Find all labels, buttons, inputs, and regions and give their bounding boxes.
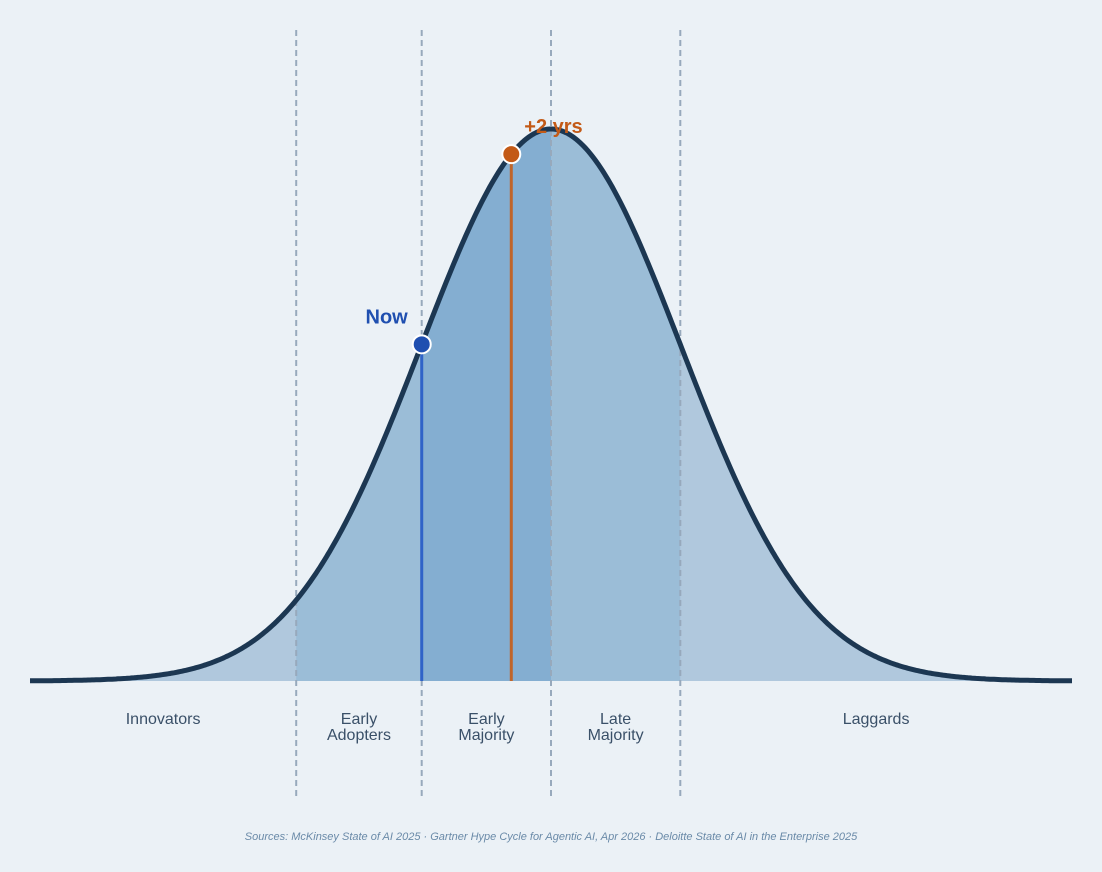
segment-label-early-majority: Early Majority	[458, 711, 514, 744]
marker-lines	[420, 154, 513, 681]
segment-label-early-adopters: Early Adopters	[327, 711, 391, 744]
bell-curve	[29, 126, 1073, 684]
segment-label-innovators: Innovators	[126, 711, 201, 728]
segment-label-late-majority: Late Majority	[588, 711, 644, 744]
segment-labels: Innovators Early Adopters Early Majority Late…	[126, 711, 910, 744]
markers: Now +2 yrs	[366, 116, 583, 355]
segment-label-laggards: Laggards	[843, 711, 910, 728]
marker-label-now: Now	[366, 306, 409, 328]
sources-footnote: Sources: McKinsey State of AI 2025 · Gar…	[245, 831, 858, 843]
marker-dot-plus2	[501, 144, 522, 165]
marker-dot-now	[411, 334, 432, 355]
fill-core	[421, 129, 551, 681]
marker-label-plus2: +2 yrs	[524, 116, 582, 138]
